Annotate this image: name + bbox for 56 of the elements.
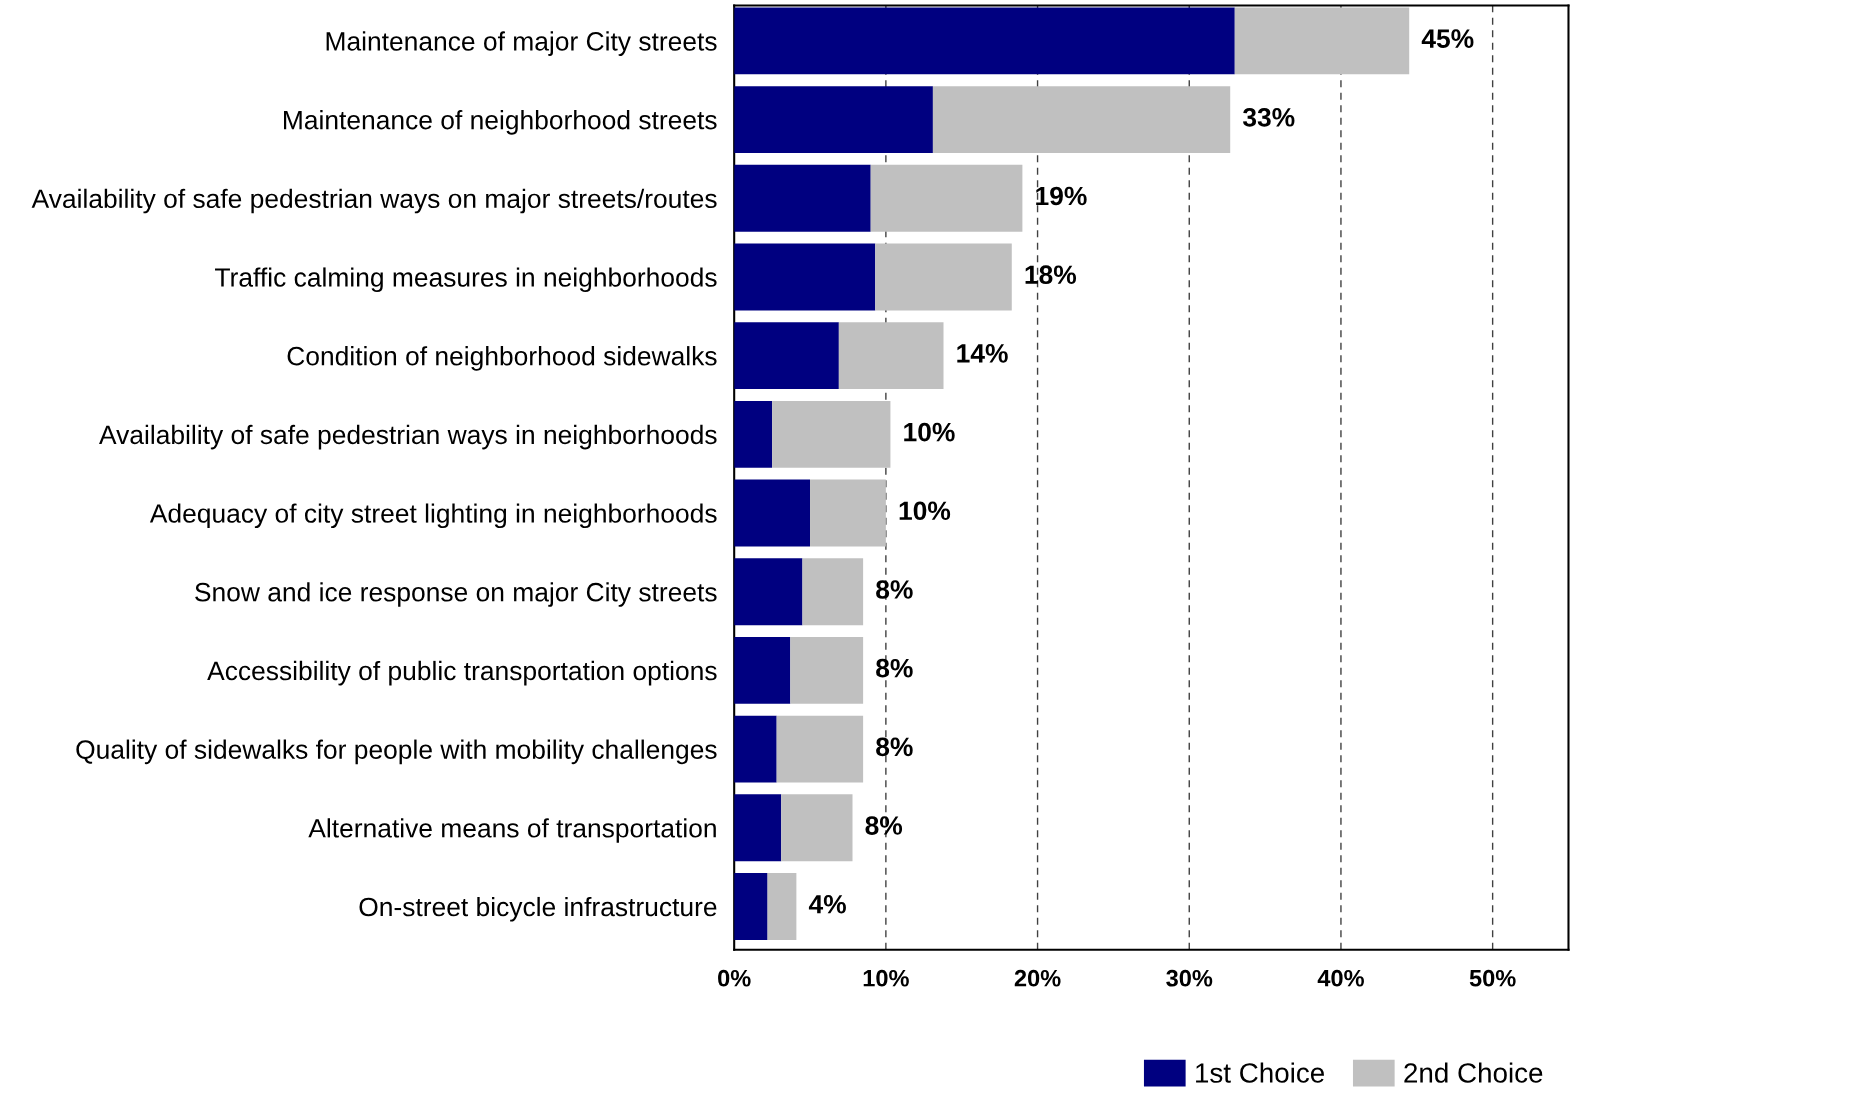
total-label: 8% — [865, 816, 903, 835]
bar — [1234, 7, 1410, 75]
x-tick-label: 30% — [1166, 969, 1213, 987]
bar — [734, 636, 791, 704]
bar — [838, 322, 944, 390]
y-tick-label: Traffic calming measures in neighborhoods — [215, 267, 717, 293]
total-label: 4% — [808, 894, 846, 914]
bar — [870, 164, 1023, 232]
total-label: 33% — [1242, 107, 1295, 127]
bar — [734, 243, 876, 311]
total-label: 8% — [876, 580, 913, 599]
x-tick-label: 40% — [1317, 969, 1364, 987]
bar — [772, 400, 891, 468]
total-label: 18% — [1025, 265, 1077, 285]
y-tick-label: Availability of safe pedestrian ways in neighborhoods — [99, 424, 717, 450]
bar — [734, 479, 811, 547]
y-tick-label: Maintenance of major City streets — [326, 31, 717, 56]
total-label: 10% — [899, 501, 951, 521]
bar — [802, 558, 864, 626]
bar — [734, 400, 773, 468]
y-tick-label: Adequacy of city street lighting in neighborhoods — [149, 503, 717, 529]
bar — [810, 479, 886, 547]
bar — [734, 558, 803, 626]
total-label: 8% — [876, 658, 913, 678]
total-label: 45% — [1421, 29, 1474, 48]
total-label: 14% — [957, 344, 1008, 363]
y-tick-label: Accessibility of public transportation options — [207, 660, 717, 686]
x-tick-label: 50% — [1469, 969, 1516, 987]
bar — [767, 873, 797, 940]
y-tick-label: Condition of neighborhood sidewalks — [287, 346, 717, 371]
total-label: 10% — [904, 422, 955, 442]
y-tick-label: Availability of safe pedestrian ways on major streets/routes — [31, 188, 717, 214]
y-tick-label: Maintenance of neighborhood streets — [284, 110, 717, 135]
bar — [776, 715, 864, 783]
bar — [734, 164, 871, 232]
bar — [734, 715, 777, 783]
bar — [734, 7, 1235, 75]
y-tick-label: Snow and ice response on major City streets — [195, 582, 717, 607]
bar — [734, 794, 782, 862]
legend-label: 1st Choice — [1196, 1062, 1324, 1083]
x-tick-label: 20% — [1014, 969, 1061, 987]
y-tick-label: Quality of sidewalks for people with mobility challenges — [76, 739, 717, 765]
bar — [875, 243, 1012, 311]
bar — [781, 794, 853, 862]
legend-label: 2nd Choice — [1404, 1062, 1543, 1083]
bar — [734, 873, 768, 940]
total-label: 8% — [876, 737, 913, 757]
bar — [790, 636, 864, 704]
bar — [932, 86, 1231, 154]
bar — [734, 322, 839, 390]
x-tick-label: 10% — [863, 969, 909, 987]
x-tick-label: 0% — [718, 969, 751, 987]
y-tick-label: On-street bicycle infrastructure — [359, 896, 717, 922]
bar — [734, 86, 933, 154]
total-label: 19% — [1036, 186, 1087, 206]
y-tick-label: Alternative means of transportation — [308, 818, 716, 843]
